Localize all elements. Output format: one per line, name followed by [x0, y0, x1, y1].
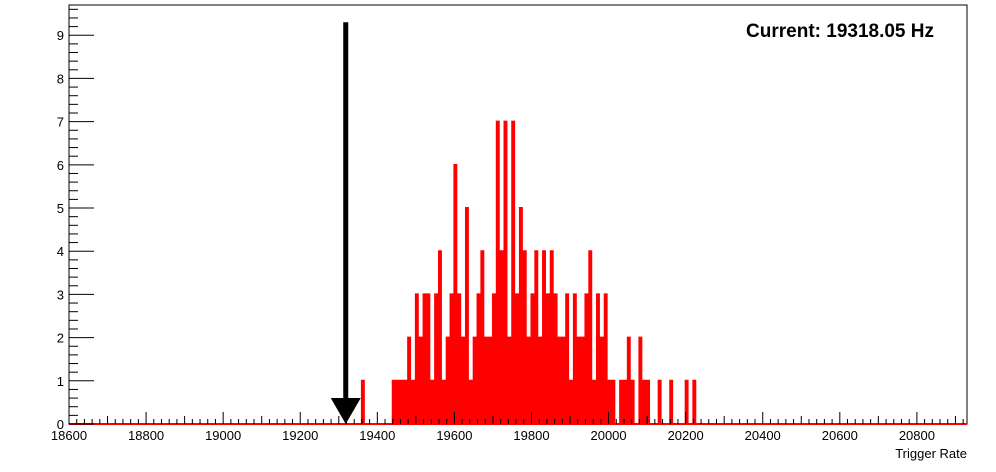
- x-tick-label: 19400: [359, 428, 395, 443]
- histogram-bin: [397, 381, 399, 424]
- histogram-bin: [585, 294, 587, 424]
- histogram-bin: [639, 338, 641, 424]
- histogram-bin: [435, 294, 437, 424]
- histogram-bin: [393, 381, 395, 424]
- histogram-bin: [632, 381, 634, 424]
- histogram-bin: [485, 338, 487, 424]
- histogram-bin: [597, 294, 599, 424]
- current-rate-arrow-head: [330, 398, 361, 424]
- histogram-bin: [404, 381, 406, 424]
- histogram-bin: [693, 381, 695, 424]
- histogram-bin: [643, 381, 645, 424]
- histogram-bin: [620, 381, 622, 424]
- x-tick-label: 18800: [128, 428, 164, 443]
- x-tick-label: 19200: [282, 428, 318, 443]
- histogram-bin: [524, 251, 526, 424]
- current-rate-annotation: Current: 19318.05 Hz: [746, 21, 934, 42]
- histogram-bin: [439, 251, 441, 424]
- x-tick-label: 19800: [513, 428, 549, 443]
- y-tick-label: 3: [57, 287, 64, 302]
- histogram-bin: [478, 294, 480, 424]
- histogram-bin: [458, 294, 460, 424]
- y-tick-label: 5: [57, 201, 64, 216]
- histogram-bin: [531, 294, 533, 424]
- y-tick-label: 4: [57, 244, 64, 259]
- x-tick-label: 20600: [822, 428, 858, 443]
- y-tick-label: 6: [57, 158, 64, 173]
- y-tick-label: 2: [57, 331, 64, 346]
- histogram-bin: [582, 338, 584, 424]
- histogram-bin: [474, 338, 476, 424]
- histogram-bin: [508, 338, 510, 424]
- histogram-bin: [516, 294, 518, 424]
- histogram-bin: [555, 294, 557, 424]
- x-tick-label: 18600: [51, 428, 87, 443]
- histogram-bin: [454, 165, 456, 424]
- histogram-bin: [493, 294, 495, 424]
- histogram-bin: [670, 381, 672, 424]
- x-tick-label: 20400: [745, 428, 781, 443]
- histogram-bin: [605, 294, 607, 424]
- histogram-bin: [578, 338, 580, 424]
- x-tick-label: 19000: [205, 428, 241, 443]
- histogram-bin: [624, 381, 626, 424]
- histogram-bin: [558, 338, 560, 424]
- histogram-bin: [466, 208, 468, 424]
- histogram-bin: [416, 294, 418, 424]
- histogram-bin: [424, 294, 426, 424]
- histogram-bin: [481, 251, 483, 424]
- histogram-series-line: [69, 120, 967, 425]
- histogram-bin: [470, 381, 472, 424]
- histogram-bin: [547, 294, 549, 424]
- histogram-bin: [562, 338, 564, 424]
- histogram-bin: [566, 294, 568, 424]
- histogram-bin: [535, 251, 537, 424]
- histogram-bin: [628, 338, 630, 424]
- histogram-bin: [574, 294, 576, 424]
- histogram-bin: [593, 381, 595, 424]
- x-tick-label: 20000: [590, 428, 626, 443]
- histogram-bin: [512, 122, 514, 424]
- y-tick-label: 0: [57, 417, 64, 432]
- y-tick-label: 7: [57, 115, 64, 130]
- x-tick-label: 19600: [436, 428, 472, 443]
- y-tick-label: 1: [57, 374, 64, 389]
- y-tick-label: 8: [57, 71, 64, 86]
- histogram-bin: [505, 122, 507, 424]
- histogram-bin: [659, 381, 661, 424]
- histogram-bin: [489, 338, 491, 424]
- histogram-bin: [420, 338, 422, 424]
- histogram-bin: [412, 381, 414, 424]
- histogram-bin: [447, 338, 449, 424]
- histogram-bin: [408, 338, 410, 424]
- histogram-bin: [362, 381, 364, 424]
- histogram-bin: [451, 294, 453, 424]
- histogram-bin: [431, 381, 433, 424]
- x-tick-label: 20200: [668, 428, 704, 443]
- histogram-bin: [443, 381, 445, 424]
- histogram-bin: [528, 338, 530, 424]
- histogram-bin: [520, 208, 522, 424]
- histogram-bin: [543, 251, 545, 424]
- histogram-bin: [462, 338, 464, 424]
- histogram-bin: [551, 251, 553, 424]
- histogram-bin: [612, 381, 614, 424]
- histogram-bin: [539, 338, 541, 424]
- x-axis-title: Trigger Rate: [895, 446, 967, 461]
- y-tick-label: 9: [57, 28, 64, 43]
- histogram-bin: [400, 381, 402, 424]
- histogram-bin: [427, 294, 429, 424]
- histogram-bin: [501, 251, 503, 424]
- histogram-bin: [497, 122, 499, 424]
- histogram-bin: [589, 251, 591, 424]
- x-tick-label: 20800: [899, 428, 935, 443]
- histogram-bin: [601, 338, 603, 424]
